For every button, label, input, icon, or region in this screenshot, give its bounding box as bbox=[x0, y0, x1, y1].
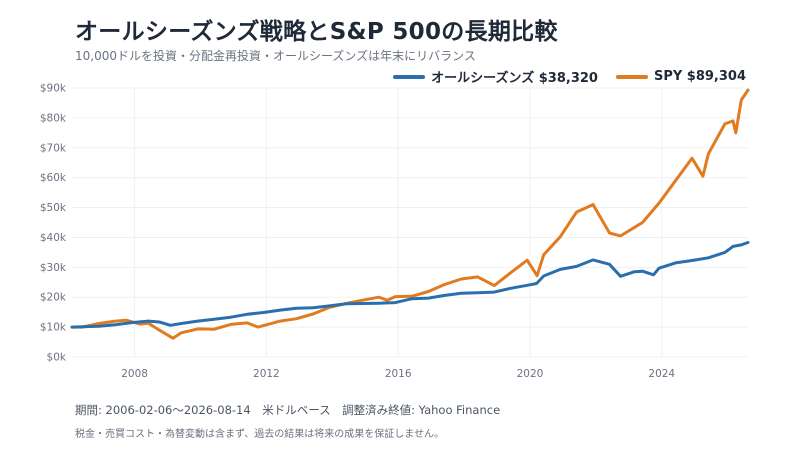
series-line-all-seasons bbox=[70, 241, 750, 329]
y-tick-label: $0k bbox=[47, 352, 67, 364]
x-tick-label: 2016 bbox=[385, 368, 412, 380]
grid bbox=[72, 87, 748, 358]
legend-swatch-spy bbox=[615, 74, 648, 79]
series-line-spy bbox=[70, 88, 750, 340]
legend-label-spy: SPY $89,304 bbox=[653, 69, 746, 84]
y-tick-label: $90k bbox=[40, 83, 67, 95]
series-lines bbox=[70, 88, 750, 340]
footer-disclaimer: 税金・売買コスト・為替変動は含まず、過去の結果は将来の成果を保証しません。 bbox=[75, 429, 444, 440]
y-tick-label: $30k bbox=[40, 262, 67, 274]
legend-swatch-all-seasons bbox=[393, 74, 426, 79]
x-tick-label: 2024 bbox=[648, 368, 675, 380]
chart-title: オールシーズンズ戦略とS&P 500の長期比較 bbox=[75, 19, 558, 45]
legend-item-all-seasons: オールシーズンズ $38,320 bbox=[393, 67, 598, 86]
footer-source-note: 期間: 2006-02-06〜2026-08-14 米ドルベース 調整済み終値:… bbox=[75, 403, 501, 417]
y-tick-label: $40k bbox=[40, 232, 67, 244]
y-axis: $0k $10k $20k $30k $40k $50k $60k $70k $80k $90k bbox=[40, 83, 67, 364]
x-tick-label: 2012 bbox=[253, 368, 280, 380]
legend-label-all-seasons: オールシーズンズ $38,320 bbox=[431, 71, 598, 86]
y-tick-label: $50k bbox=[40, 202, 67, 214]
y-tick-label: $80k bbox=[40, 112, 67, 124]
legend-item-spy: SPY $89,304 bbox=[615, 69, 746, 84]
y-tick-label: $10k bbox=[40, 322, 67, 334]
line-chart: $0k$10k$20k$30k$40k$50k$60k$70k$80k$90k … bbox=[40, 83, 750, 380]
legend: オールシーズンズ $38,320 SPY $89,304 bbox=[393, 67, 746, 86]
x-tick-label: 2020 bbox=[517, 368, 544, 380]
y-tick-label: $70k bbox=[40, 142, 67, 154]
x-axis: 2008 2012 2016 2020 2024 bbox=[121, 368, 675, 380]
chart-subtitle: 10,000ドルを投資・分配金再投資・オールシーズンズは年末にリバランス bbox=[75, 49, 476, 63]
x-tick-label: 2008 bbox=[121, 368, 148, 380]
y-tick-label: $60k bbox=[40, 172, 67, 184]
y-tick-label: $20k bbox=[40, 292, 67, 304]
